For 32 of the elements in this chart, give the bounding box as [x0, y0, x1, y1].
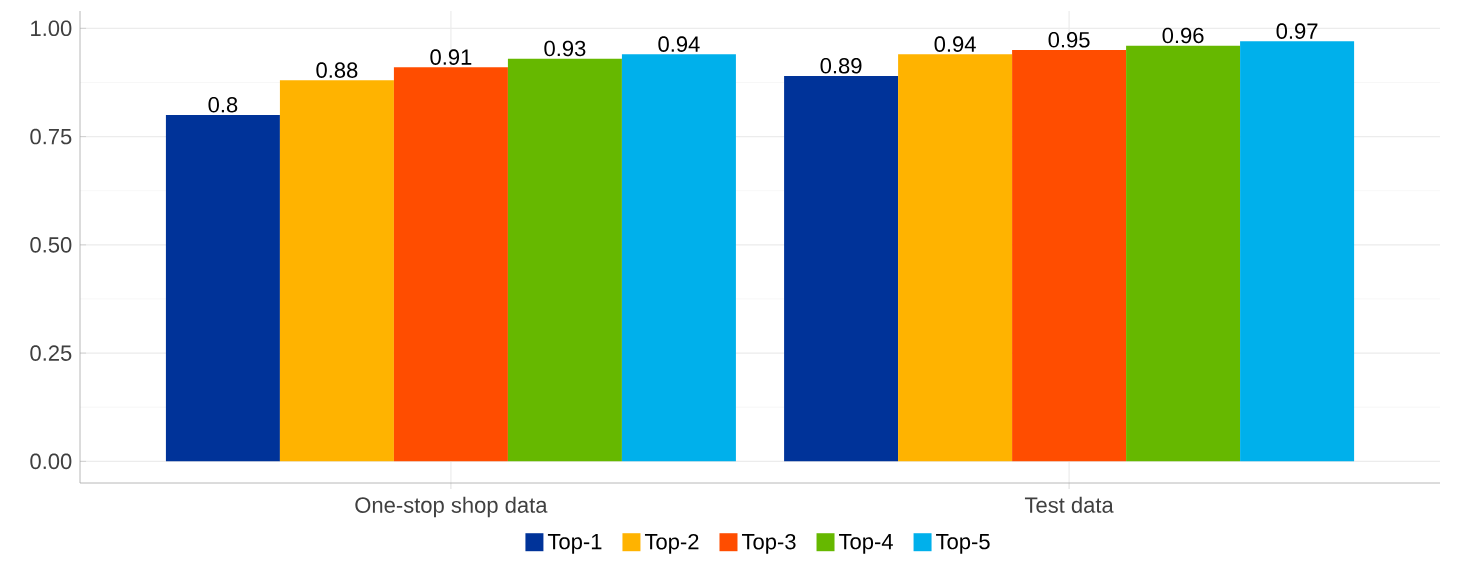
data-label: 0.94	[658, 36, 700, 52]
data-label: 0.94	[934, 36, 976, 52]
data-label: 0.95	[1048, 32, 1090, 48]
bar	[1126, 45, 1241, 462]
data-label: 0.93	[544, 40, 586, 57]
data-label: 0.8	[208, 96, 238, 113]
data-label: 0.96	[1162, 27, 1204, 44]
bar	[393, 67, 508, 462]
data-label: 0.88	[316, 62, 358, 78]
bar	[621, 54, 736, 462]
data-label: 0.89	[820, 58, 862, 74]
bar	[1240, 41, 1355, 462]
bar	[507, 58, 622, 462]
y-tick-label: 0.50	[30, 237, 72, 253]
data-label: 0.97	[1276, 23, 1318, 39]
legend-label: Top-1	[547, 534, 602, 554]
y-tick-label: 0.25	[30, 345, 72, 361]
y-tick-label: 1.00	[31, 20, 72, 37]
bar	[1012, 49, 1127, 462]
legend-label: Top-3	[741, 533, 796, 554]
y-tick-label: 0.00	[30, 453, 72, 470]
y-tick-label: 0.75	[30, 128, 72, 145]
legend-label: Top-4	[839, 534, 893, 554]
bar	[784, 75, 899, 462]
legend-label: Top-5	[936, 534, 990, 554]
bar	[165, 114, 280, 462]
x-tick-label: Test data	[1024, 496, 1114, 513]
bar	[898, 54, 1013, 462]
x-tick-label: One-stop shop data	[355, 496, 548, 518]
data-label: 0.91	[430, 49, 472, 65]
legend-label: Top-2	[644, 533, 699, 554]
bar	[279, 80, 394, 462]
